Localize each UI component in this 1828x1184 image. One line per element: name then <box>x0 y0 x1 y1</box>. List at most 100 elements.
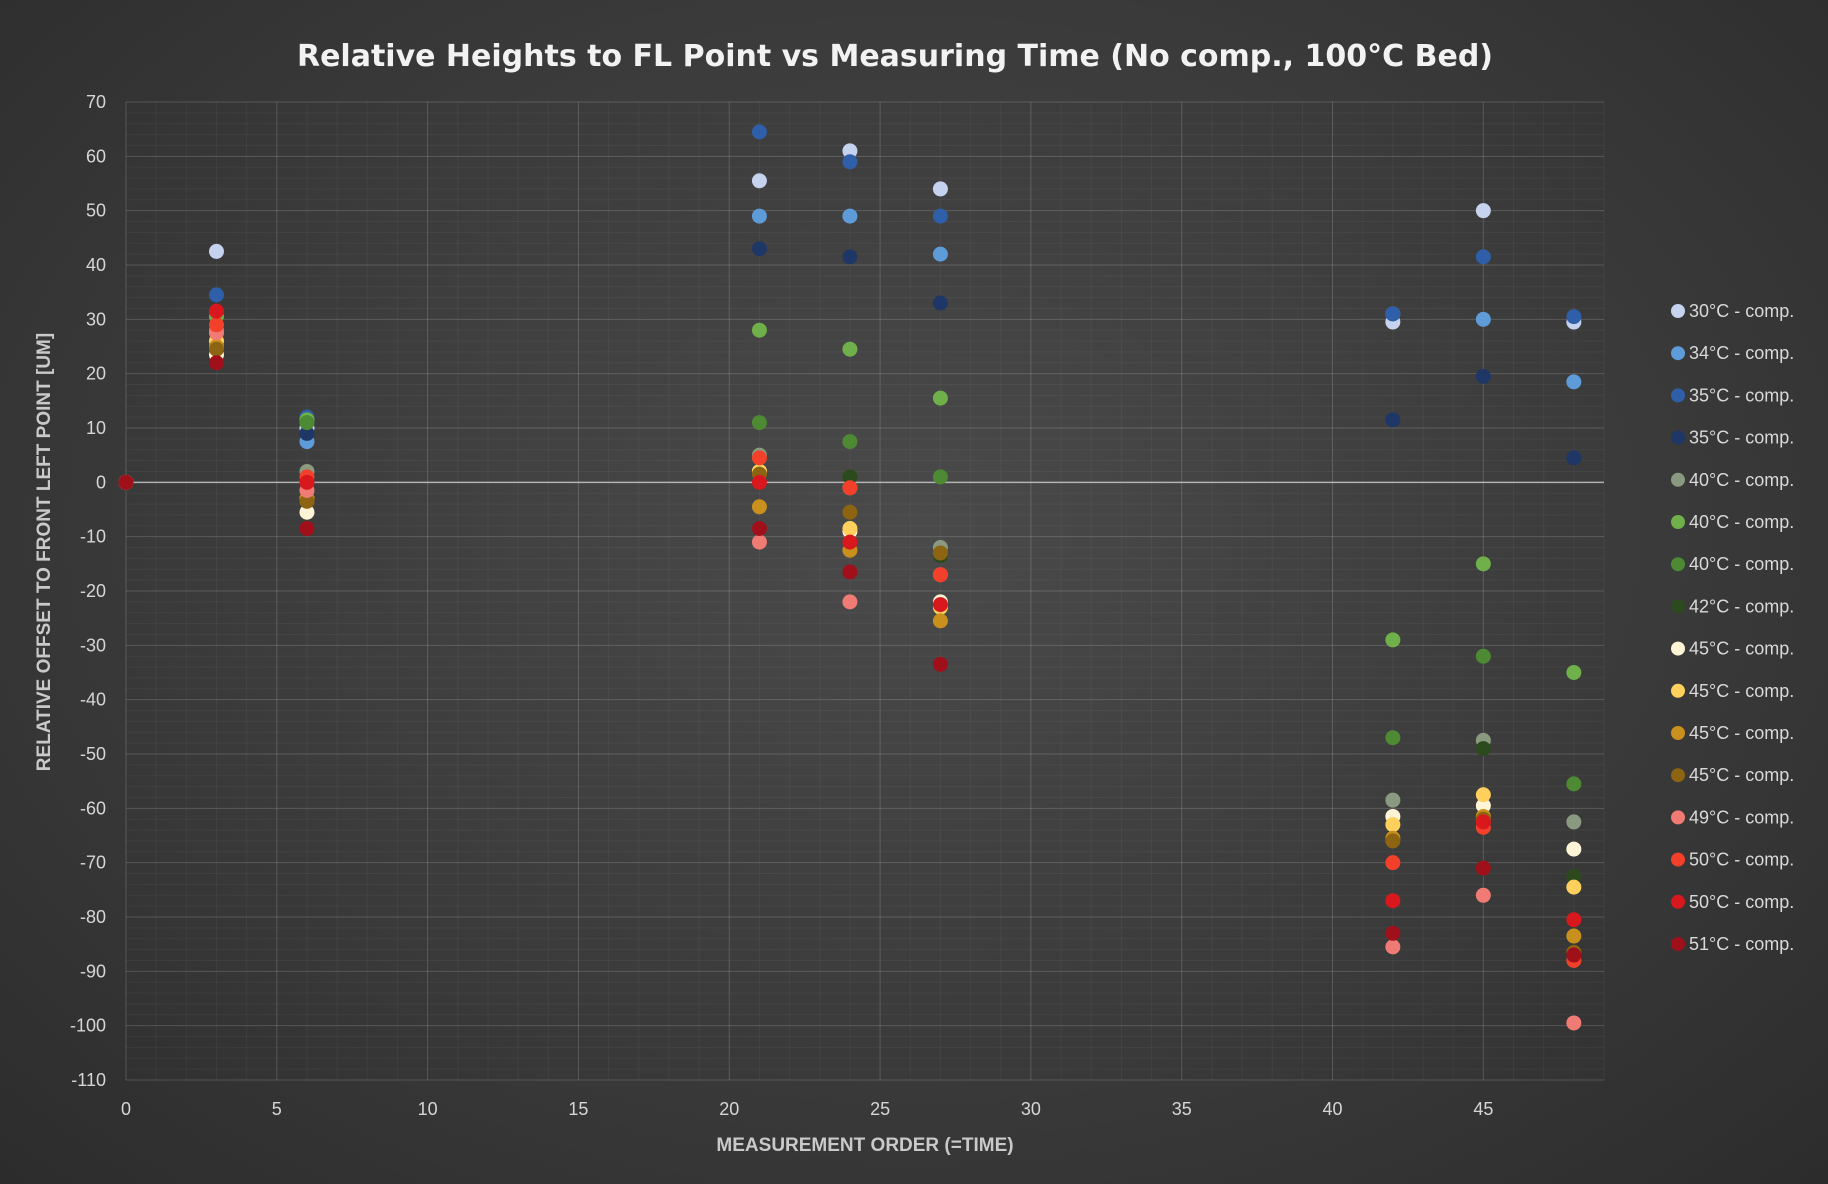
data-point <box>208 317 224 333</box>
y-tick-label: 70 <box>86 92 106 112</box>
chart-title: Relative Heights to FL Point vs Measurin… <box>297 39 1493 74</box>
data-point <box>1475 860 1491 876</box>
legend-marker <box>1671 599 1685 614</box>
data-point <box>1385 925 1401 941</box>
legend-label: 40°C - comp. <box>1689 512 1794 532</box>
data-point <box>842 154 858 170</box>
legend-marker <box>1671 726 1685 740</box>
legend-label: 51°C - comp. <box>1689 934 1794 954</box>
y-tick-label: 40 <box>86 255 106 275</box>
legend-item: 40°C - comp. <box>1671 554 1794 574</box>
legend-label: 42°C - comp. <box>1689 596 1794 616</box>
y-tick-label: -80 <box>80 907 106 927</box>
data-point <box>932 208 948 224</box>
x-tick-label: 15 <box>568 1099 588 1119</box>
data-point <box>1385 412 1401 428</box>
data-point <box>842 594 858 610</box>
data-point <box>1475 887 1491 903</box>
data-point <box>208 243 224 259</box>
x-tick-label: 35 <box>1172 1099 1192 1119</box>
legend-label: 35°C - comp. <box>1689 428 1794 448</box>
x-tick-label: 20 <box>719 1099 739 1119</box>
data-point <box>842 469 858 485</box>
data-point <box>299 504 315 520</box>
data-point <box>1566 879 1582 895</box>
data-point <box>1475 814 1491 830</box>
y-tick-label: -20 <box>80 581 106 601</box>
y-axis-title: RELATIVE OFFSET TO FRONT LEFT POINT [UM] <box>34 333 55 771</box>
data-point <box>842 208 858 224</box>
data-point <box>751 208 767 224</box>
data-point <box>751 241 767 257</box>
data-point <box>1566 947 1582 963</box>
data-point <box>1566 1015 1582 1031</box>
legend-label: 45°C - comp. <box>1689 723 1794 743</box>
data-point <box>1566 665 1582 680</box>
legend: 30°C - comp. 34°C - comp. 35°C - comp. 35°C… <box>1671 301 1794 954</box>
y-tick-label: 0 <box>96 472 106 492</box>
data-point <box>1475 556 1491 572</box>
data-point <box>751 415 767 431</box>
x-tick-label: 5 <box>272 1099 282 1119</box>
data-point <box>208 355 224 371</box>
data-point <box>842 564 858 580</box>
legend-item: 50°C - comp. <box>1671 892 1794 912</box>
legend-marker <box>1671 768 1685 783</box>
data-point <box>842 434 858 450</box>
y-tick-label: -50 <box>80 744 106 764</box>
data-point <box>751 124 767 140</box>
y-tick-label: 50 <box>86 201 106 221</box>
legend-label: 45°C - comp. <box>1689 765 1794 785</box>
legend-item: 45°C - comp. <box>1671 681 1794 701</box>
legend-label: 40°C - comp. <box>1689 470 1794 490</box>
data-point <box>932 613 948 629</box>
data-point <box>932 469 948 485</box>
legend-marker <box>1671 557 1685 572</box>
data-point <box>1566 868 1582 884</box>
data-point <box>842 341 858 357</box>
data-point <box>1385 939 1401 955</box>
legend-marker <box>1671 472 1685 487</box>
data-point <box>1475 368 1491 384</box>
y-tick-label: -60 <box>80 798 106 818</box>
data-point <box>932 597 948 613</box>
legend-label: 30°C - comp. <box>1689 301 1794 321</box>
y-tick-label: 20 <box>86 364 106 384</box>
legend-label: 40°C - comp. <box>1689 554 1794 574</box>
legend-marker <box>1671 430 1685 445</box>
minor-gridlines <box>125 101 1605 1081</box>
data-point <box>1566 814 1582 830</box>
data-point <box>842 534 858 550</box>
x-tick-label: 40 <box>1323 1099 1343 1119</box>
y-tick-label: 10 <box>86 418 106 438</box>
data-point <box>1566 841 1582 857</box>
data-point <box>932 656 948 672</box>
legend-marker <box>1671 346 1685 361</box>
legend-item: 35°C - comp. <box>1671 428 1794 448</box>
legend-item: 45°C - comp. <box>1671 723 1794 743</box>
y-tick-label: -100 <box>70 1016 106 1036</box>
data-point <box>1385 792 1401 808</box>
data-point <box>842 480 858 496</box>
legend-marker <box>1671 641 1685 656</box>
legend-marker <box>1671 304 1685 318</box>
y-tick-label: -70 <box>80 853 106 873</box>
legend-marker <box>1671 515 1685 529</box>
legend-item: 42°C - comp. <box>1671 596 1794 616</box>
legend-label: 50°C - comp. <box>1689 892 1794 912</box>
data-point <box>1475 249 1491 265</box>
data-point <box>932 390 948 406</box>
legend-label: 34°C - comp. <box>1689 343 1794 363</box>
data-point <box>842 143 858 159</box>
legend-item: 35°C - comp. <box>1671 385 1794 405</box>
data-point <box>1566 309 1582 325</box>
data-point <box>932 567 948 583</box>
x-tick-label: 0 <box>121 1099 131 1119</box>
data-point <box>299 493 315 509</box>
data-point <box>1475 311 1491 327</box>
data-point <box>299 474 315 490</box>
legend-item: 45°C - comp. <box>1671 765 1794 785</box>
data-point <box>751 534 767 550</box>
data-point <box>1566 928 1582 944</box>
